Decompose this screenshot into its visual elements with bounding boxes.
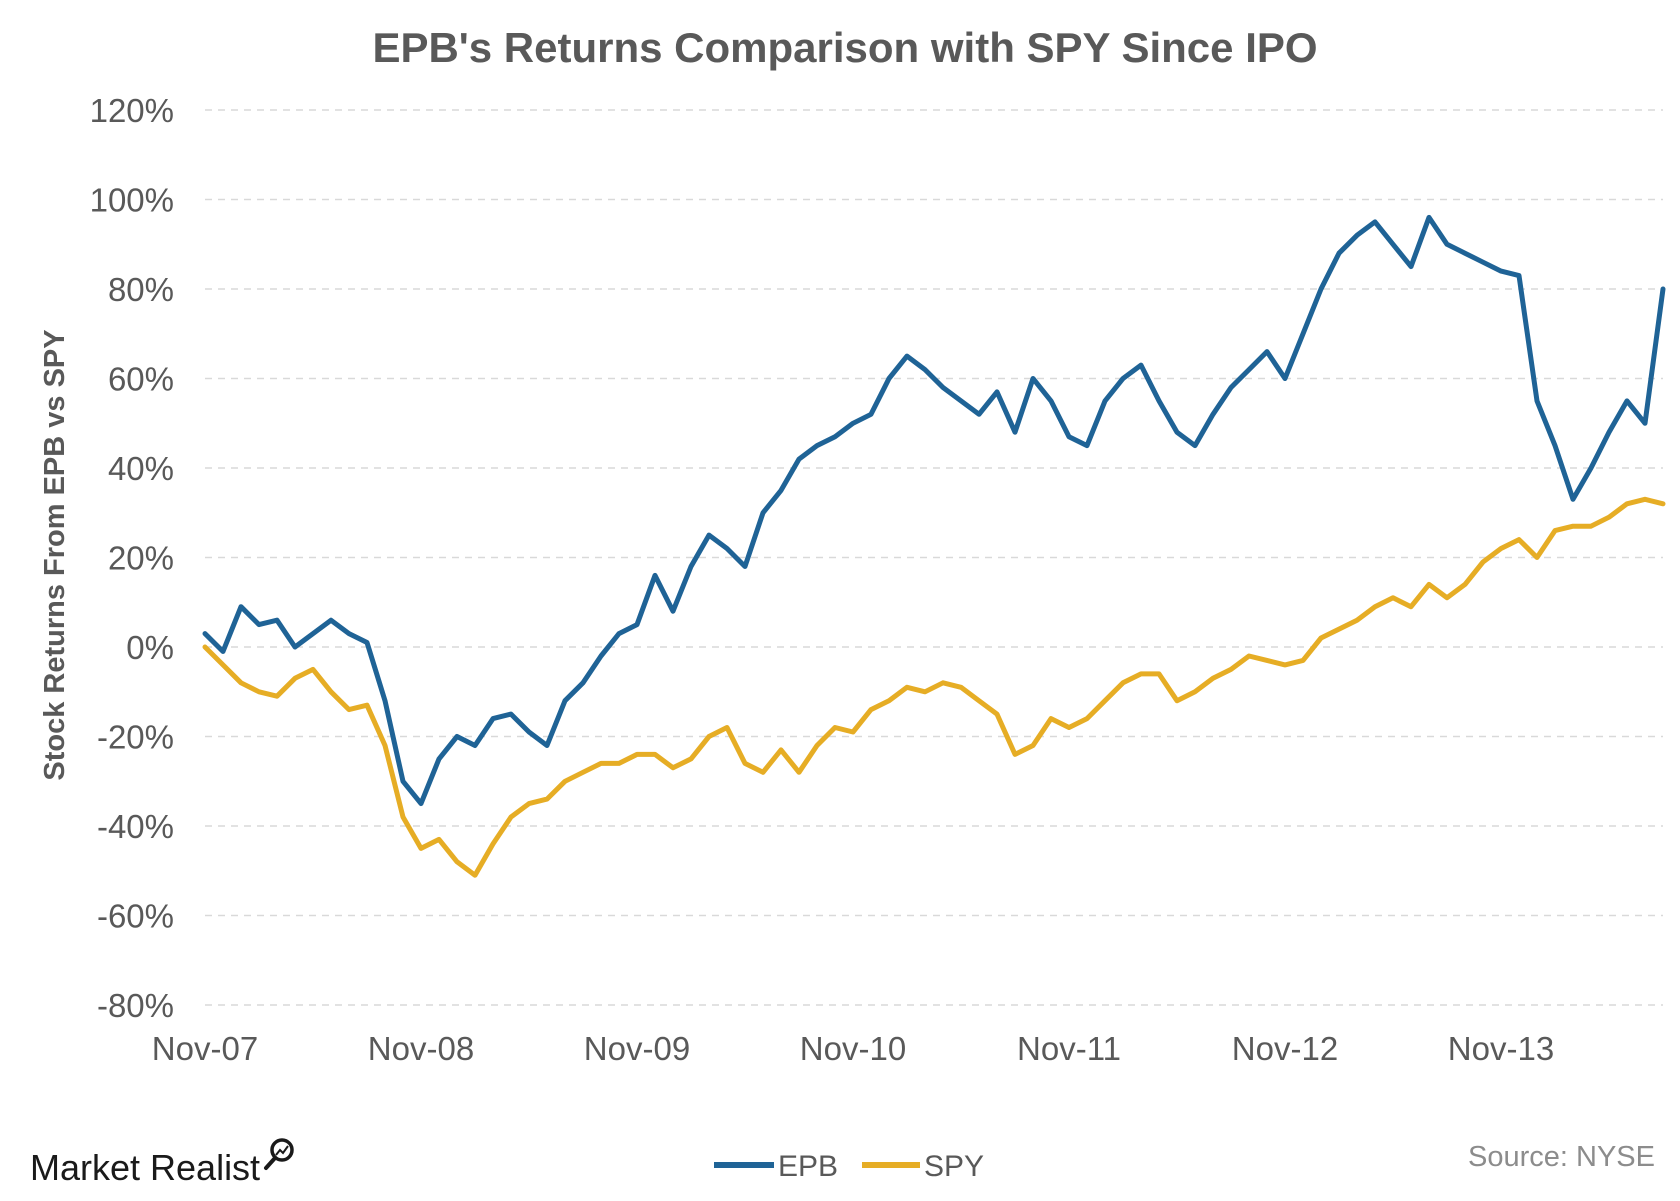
series-line-spy [202, 496, 1666, 878]
y-tick-label: 60% [108, 361, 174, 398]
legend-label-spy: SPY [924, 1150, 984, 1183]
y-tick-labels: 120% 100% 80% 60% 40% 20% 0% -20% -40% -60% -80% [90, 92, 174, 1024]
x-tick-label: Nov-13 [1448, 1030, 1554, 1067]
brand-name: Market Realist [30, 1147, 260, 1188]
y-tick-label: 100% [90, 182, 174, 219]
x-tick-label: Nov-11 [1017, 1030, 1121, 1067]
y-axis-label: Stock Returns From EPB vs SPY [39, 329, 71, 780]
y-tick-label: -80% [97, 987, 174, 1024]
y-tick-label: 40% [108, 450, 174, 487]
y-tick-label: 80% [108, 271, 174, 308]
x-tick-label: Nov-10 [800, 1030, 906, 1067]
y-tick-label: -60% [97, 898, 174, 935]
y-tick-label: 120% [90, 92, 174, 129]
x-tick-label: Nov-07 [152, 1030, 258, 1067]
legend: EPB SPY [714, 1150, 984, 1183]
magnifier-icon [264, 1138, 294, 1170]
series-lines [202, 214, 1666, 878]
x-tick-label: Nov-12 [1232, 1030, 1338, 1067]
y-tick-label: 0% [126, 629, 174, 666]
source-note: Source: NYSE [1468, 1141, 1655, 1173]
legend-label-epb: EPB [778, 1150, 838, 1183]
series-line-epb [202, 214, 1666, 807]
x-tick-label: Nov-09 [584, 1030, 690, 1067]
brand-logo: Market Realist [30, 1138, 294, 1188]
y-tick-label: -40% [97, 808, 174, 845]
chart-title: EPB's Returns Comparison with SPY Since … [372, 24, 1317, 71]
x-tick-label: Nov-08 [368, 1030, 474, 1067]
y-tick-label: 20% [108, 540, 174, 577]
y-tick-label: -20% [97, 719, 174, 756]
x-tick-labels: Nov-07 Nov-08 Nov-09 Nov-10 Nov-11 Nov-12 Nov-… [152, 1030, 1554, 1067]
